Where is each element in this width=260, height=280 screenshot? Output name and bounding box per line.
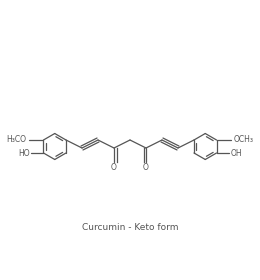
Text: O: O (143, 162, 149, 171)
Text: OCH₃: OCH₃ (233, 134, 254, 144)
Text: HO: HO (18, 148, 29, 158)
Text: H₃CO: H₃CO (6, 134, 27, 144)
Text: O: O (111, 162, 117, 171)
Text: Curcumin - Keto form: Curcumin - Keto form (82, 223, 178, 232)
Text: OH: OH (231, 148, 242, 158)
